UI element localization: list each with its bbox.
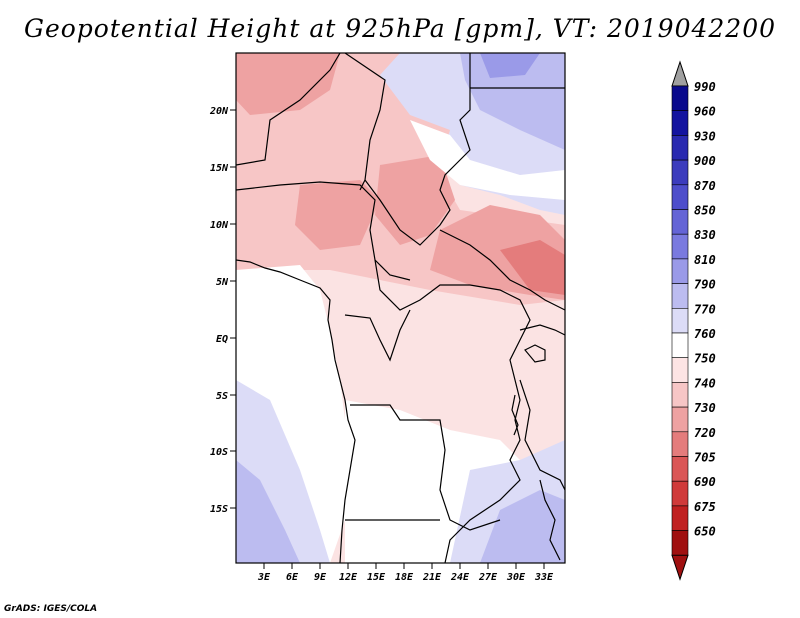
colorbar-top-arrow bbox=[671, 60, 689, 87]
border-nigeria bbox=[236, 181, 411, 281]
map-borders bbox=[236, 53, 565, 563]
colorbar-swatch bbox=[671, 184, 689, 210]
field-blue-ne-core bbox=[480, 53, 540, 78]
colorbar-swatch bbox=[671, 135, 689, 161]
colorbar-label: 740 bbox=[694, 376, 716, 390]
lon-label-3e: 3E bbox=[257, 572, 271, 583]
lake-tanganyika bbox=[511, 394, 519, 436]
lon-label-18e: 18E bbox=[395, 572, 414, 583]
border-tanzania bbox=[519, 379, 565, 491]
lake-victoria bbox=[524, 344, 546, 363]
field-red-core bbox=[500, 240, 565, 295]
colorbar-swatch bbox=[671, 233, 689, 260]
field-white-south bbox=[345, 400, 520, 563]
colorbar-label: 790 bbox=[694, 278, 716, 292]
lon-label-15e: 15E bbox=[367, 572, 386, 583]
colorbar-label: 750 bbox=[694, 352, 716, 366]
lat-label-eq: EQ bbox=[216, 334, 228, 345]
colorbar-swatch bbox=[671, 406, 689, 433]
field-red-west bbox=[295, 180, 380, 250]
colorbar-label: 830 bbox=[694, 228, 716, 242]
lat-label-5n: 5N bbox=[216, 277, 229, 288]
border-angola bbox=[350, 404, 501, 531]
field-blue-sw bbox=[236, 460, 300, 563]
lon-label-24e: 24E bbox=[450, 572, 470, 583]
border-drc-east bbox=[374, 259, 531, 563]
lat-label-10n: 10N bbox=[210, 220, 229, 231]
border-niger-chad bbox=[344, 53, 386, 191]
lat-label-15s: 15S bbox=[210, 504, 228, 515]
height-field bbox=[236, 53, 565, 563]
field-blue-ne-deep bbox=[460, 53, 565, 150]
colorbar-label: 850 bbox=[694, 204, 716, 218]
colorbar-swatch bbox=[671, 110, 689, 136]
border-congo bbox=[344, 309, 411, 362]
colorbar-label: 810 bbox=[694, 253, 716, 267]
colorbar-label: 870 bbox=[694, 179, 716, 193]
lat-label-10s: 10S bbox=[210, 447, 228, 458]
map-frame bbox=[235, 52, 566, 564]
colorbar-label: 900 bbox=[694, 154, 716, 168]
lon-label-33e: 33E bbox=[534, 572, 554, 583]
colorbar-swatch bbox=[671, 505, 689, 531]
colorbar-label: 675 bbox=[694, 500, 716, 514]
colorbar-label: 990 bbox=[694, 80, 716, 94]
lon-label-12e: 12E bbox=[339, 572, 358, 583]
lake-malawi bbox=[539, 479, 561, 561]
colorbar-swatch bbox=[671, 456, 689, 482]
lat-label-20n: 20N bbox=[209, 106, 229, 117]
lon-axis: 3E 6E 9E 12E 15E 18E 21E 24E 27E 30E 33E bbox=[257, 563, 554, 583]
lat-label-5s: 5S bbox=[216, 391, 228, 402]
coastline-west bbox=[236, 259, 356, 563]
colorbar-label: 690 bbox=[694, 475, 716, 489]
lon-label-27e: 27E bbox=[478, 572, 498, 583]
colorbar-swatch bbox=[671, 480, 689, 507]
colorbar-label: 705 bbox=[694, 451, 716, 465]
lon-label-9e: 9E bbox=[314, 572, 327, 583]
colorbar-swatch bbox=[671, 258, 689, 284]
border-west-africa bbox=[236, 53, 341, 166]
colorbar-swatch bbox=[671, 307, 689, 334]
colorbar-swatch bbox=[671, 332, 689, 359]
lat-axis: 20N 15N 10N 5N EQ 5S 10S 15S bbox=[209, 106, 236, 515]
colorbar: 990 960 930 900 870 850 830 810 790 770 760 750 740 7… bbox=[671, 60, 716, 581]
colorbar-swatch bbox=[671, 209, 689, 235]
lon-label-30e: 30E bbox=[506, 572, 526, 583]
border-uganda bbox=[519, 324, 565, 336]
lon-label-21e: 21E bbox=[422, 572, 442, 583]
colorbar-label: 720 bbox=[694, 426, 716, 440]
border-chad-sudan bbox=[364, 53, 471, 246]
colorbar-swatch bbox=[671, 530, 689, 556]
colorbar-label: 960 bbox=[694, 105, 716, 119]
chart-title: Geopotential Height at 925hPa [gpm], VT:… bbox=[23, 14, 777, 43]
colorbar-swatch bbox=[671, 431, 689, 457]
colorbar-swatch bbox=[671, 283, 689, 309]
colorbar-label: 930 bbox=[694, 129, 716, 143]
lon-label-6e: 6E bbox=[286, 572, 299, 583]
colorbar-swatch bbox=[671, 357, 689, 383]
colorbar-swatch bbox=[671, 159, 689, 186]
credit-text: GrADS: IGES/COLA bbox=[4, 604, 98, 614]
field-blue-se-deep bbox=[480, 490, 565, 563]
colorbar-label: 760 bbox=[694, 327, 716, 341]
colorbar-swatch bbox=[671, 382, 689, 408]
lat-label-15n: 15N bbox=[210, 163, 229, 174]
colorbar-label: 650 bbox=[694, 525, 716, 539]
colorbar-bottom-arrow bbox=[671, 554, 689, 581]
field-red-nw bbox=[236, 53, 340, 115]
colorbar-label: 770 bbox=[694, 302, 716, 316]
colorbar-swatch bbox=[671, 85, 689, 112]
colorbar-label: 730 bbox=[694, 401, 716, 415]
field-white-ne-band bbox=[410, 120, 565, 200]
border-car-south-sudan bbox=[439, 229, 565, 311]
